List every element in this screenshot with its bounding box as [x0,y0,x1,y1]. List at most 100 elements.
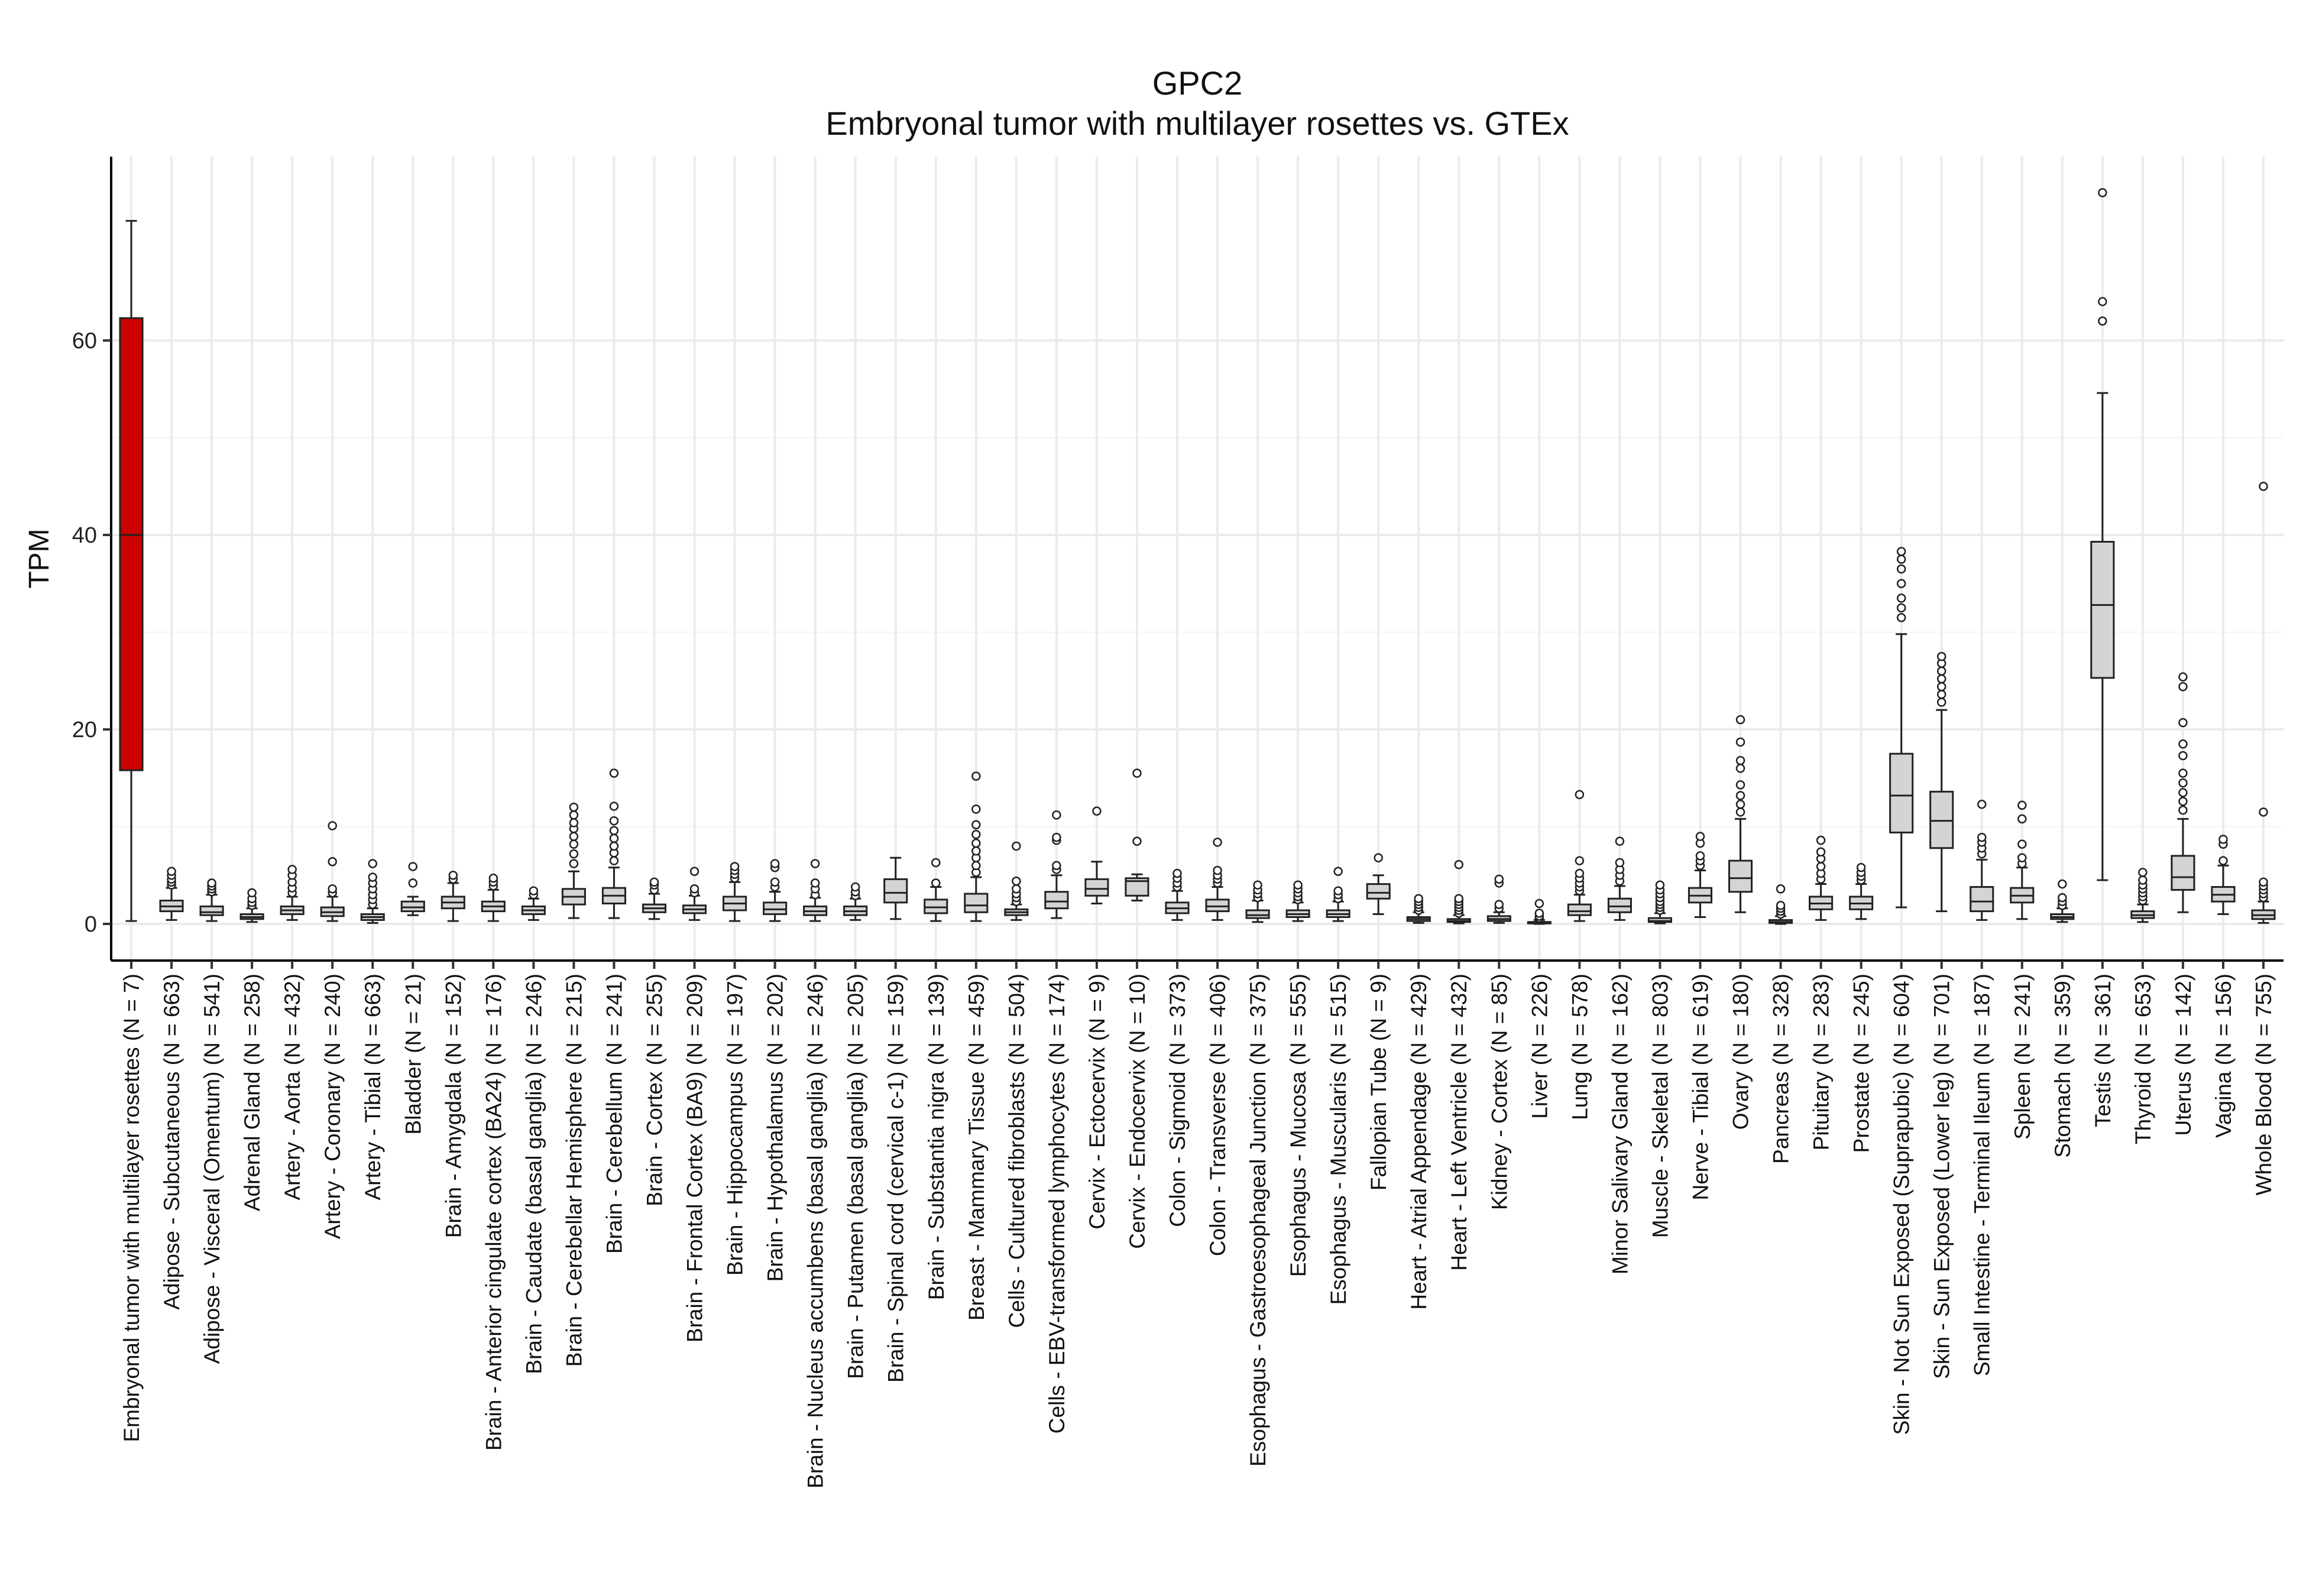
box-group [1527,898,1552,925]
outlier-point [1052,810,1061,820]
box-iqr [924,898,948,914]
category-label: Brain - Cerebellum (N = 241) [602,974,626,1254]
category-label: Small Intestine - Terminal Ileum (N = 18… [1970,974,1994,1376]
box-group [1285,880,1310,922]
category-label: Kidney - Cortex (N = 85) [1487,974,1511,1210]
outlier-point [971,805,981,814]
outlier-point [689,867,699,876]
box-group [1607,836,1632,921]
outlier-point [368,859,377,868]
outlier-point [1012,884,1021,894]
outlier-point [1615,858,1625,868]
outlier-point [1454,894,1463,903]
category-label: Colon - Transverse (N = 406) [1206,974,1230,1256]
outlier-point [368,872,377,882]
category-label: Brain - Cortex (N = 255) [643,974,667,1206]
box-group [601,768,627,919]
box-group [883,857,908,920]
box-group [682,867,707,921]
outlier-point [1936,682,1947,692]
outlier-point [609,833,619,843]
outlier-point [931,858,941,868]
box-iqr [1205,898,1230,913]
box-group [1004,841,1029,921]
box-iqr [1366,883,1391,900]
category-label: Esophagus - Muscularis (N = 515) [1326,974,1350,1305]
outlier-point [609,802,619,811]
outlier-point [1414,894,1423,903]
outlier-point [1896,579,1906,588]
category-label: Whole Blood (N = 755) [2252,974,2276,1195]
y-tick-label: 60 [72,329,97,353]
outlier-point [609,856,619,865]
box-iqr [1889,752,1914,833]
y-tick-label: 20 [72,718,97,742]
outlier-point [931,878,941,888]
outlier-point [1936,666,1947,676]
outlier-point [2098,297,2107,306]
box-iqr [1970,885,1994,913]
outlier-point [1896,564,1906,574]
outlier-point [609,816,619,826]
box-iqr [1647,917,1672,923]
outlier-point [1575,856,1585,865]
y-tick-label: 40 [72,523,97,548]
box-group [843,882,868,921]
category-label: Uterus (N = 142) [2171,974,2195,1136]
outlier-point [1896,613,1906,622]
category-label: Testis (N = 361) [2091,974,2115,1127]
box-group [159,867,184,921]
outlier-point [1816,835,1826,845]
outlier-point [1735,737,1745,747]
category-label: Brain - Frontal Cortex (BA9) (N = 209) [683,974,707,1342]
category-label: Pancreas (N = 328) [1769,974,1793,1164]
outlier-point [1695,851,1705,861]
category-label: Skin - Not Sun Exposed (Suprapubic) (N =… [1890,974,1914,1435]
outlier-point [2178,739,2188,749]
outlier-point [287,865,297,874]
box-group [320,821,345,922]
box-group [2090,188,2115,881]
box-group [2171,672,2195,913]
outlier-point [1293,880,1303,890]
outlier-point [1776,900,1786,910]
outlier-point [689,884,699,894]
box-group [360,859,385,924]
outlier-point [1936,651,1947,661]
outlier-point [1132,836,1142,846]
outlier-point [569,832,579,841]
category-label: Pituitary (N = 283) [1809,974,1834,1150]
outlier-point [1213,865,1222,875]
outlier-point [2259,807,2268,817]
outlier-point [2178,805,2188,815]
outlier-point [971,829,981,839]
category-label: Brain - Nucleus accumbens (basal ganglia… [804,974,828,1488]
category-label: Heart - Atrial Appendage (N = 429) [1407,974,1431,1310]
category-label: Nerve - Tibial (N = 619) [1688,974,1712,1201]
outlier-point [1977,799,1987,809]
category-label: Cells - Cultured fibroblasts (N = 504) [1005,974,1029,1328]
box-iqr [199,905,224,916]
outlier-point [1856,862,1866,872]
outlier-point [1735,780,1745,790]
outlier-point [207,878,216,888]
outlier-point [971,771,981,781]
outlier-point [1896,593,1906,603]
box-group [1970,799,1994,921]
category-label: Adrenal Gland (N = 258) [240,974,264,1211]
box-group [1205,838,1230,921]
outlier-point [1052,861,1061,871]
outlier-point [810,859,820,868]
box-iqr [1567,903,1592,916]
outlier-point [408,878,418,888]
category-label: Stomach (N = 359) [2051,974,2075,1158]
category-label: Lung (N = 578) [1567,974,1592,1120]
outlier-point [1735,807,1745,817]
category-label: Brain - Cerebellar Hemisphere (N = 215) [562,974,586,1367]
box-iqr [883,878,908,904]
outlier-point [1012,841,1021,851]
box-group [924,858,948,922]
outlier-point [2178,778,2188,788]
category-label: Prostate (N = 245) [1850,974,1874,1153]
